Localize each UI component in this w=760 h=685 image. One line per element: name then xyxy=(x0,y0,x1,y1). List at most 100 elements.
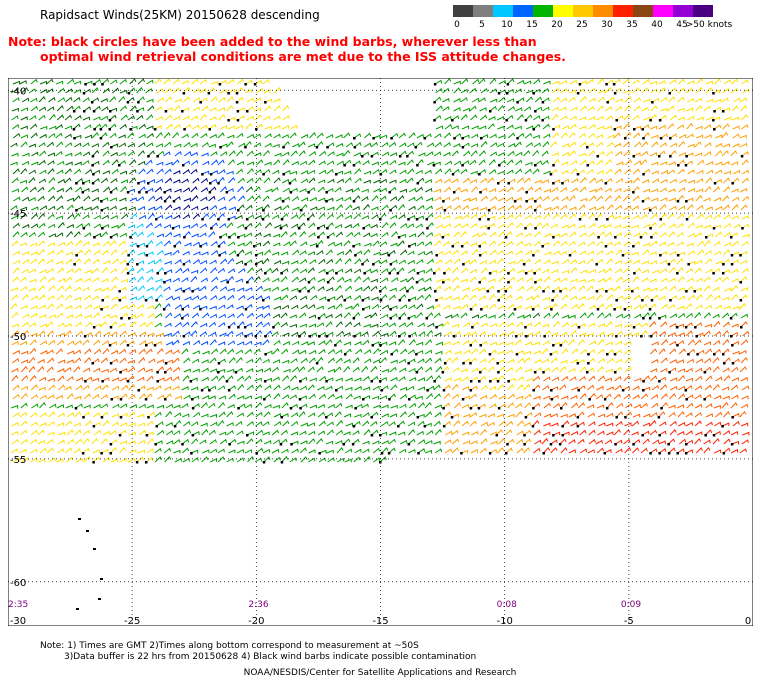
wind-barb xyxy=(146,125,154,130)
quality-flag-dot xyxy=(126,263,130,266)
wind-barb xyxy=(137,439,146,445)
wind-barb xyxy=(686,204,694,211)
wind-barb xyxy=(597,224,606,229)
quality-flag-dot xyxy=(477,407,481,410)
wind-barb xyxy=(597,151,605,157)
wind-barb xyxy=(155,106,163,112)
wind-barb xyxy=(119,295,127,301)
wind-barb xyxy=(704,186,712,193)
longitude-tick-label: -25 xyxy=(124,616,140,626)
wind-barb xyxy=(326,168,334,175)
wind-barb xyxy=(273,242,281,247)
wind-barb xyxy=(298,141,306,148)
wind-barb xyxy=(164,141,172,148)
quality-flag-dot xyxy=(307,191,310,194)
wind-barb xyxy=(580,269,588,274)
wind-barb xyxy=(488,115,496,121)
wind-barb xyxy=(85,321,93,328)
wind-barb xyxy=(660,393,668,400)
quality-flag-dot xyxy=(110,146,113,149)
wind-barb xyxy=(199,439,207,445)
wind-barb xyxy=(355,286,363,292)
wind-barb xyxy=(73,96,81,103)
quality-flag-dot xyxy=(558,443,562,446)
quality-flag-dot xyxy=(513,200,517,203)
wind-barb xyxy=(722,107,731,112)
wind-barb xyxy=(146,276,154,283)
wind-barb xyxy=(326,258,334,265)
wind-barb xyxy=(517,132,525,139)
wind-barb xyxy=(92,258,100,265)
wind-barb xyxy=(381,385,389,391)
wind-barb xyxy=(274,224,282,229)
wind-barb xyxy=(634,304,642,310)
wind-barb xyxy=(596,250,604,256)
wind-barb xyxy=(703,330,711,337)
colorbar-swatch xyxy=(513,5,533,17)
wind-barb xyxy=(146,240,154,247)
wind-barb xyxy=(605,250,614,256)
wind-barb xyxy=(669,285,677,292)
wind-barb xyxy=(201,152,209,157)
wind-barb xyxy=(273,98,281,103)
wind-barb xyxy=(715,134,723,139)
wind-barb xyxy=(606,258,614,265)
wind-barb xyxy=(173,430,181,436)
quality-flag-dot xyxy=(335,389,338,392)
wind-barb xyxy=(120,179,129,184)
wind-barb xyxy=(605,115,614,121)
wind-barb xyxy=(371,303,380,310)
wind-barb xyxy=(218,295,226,301)
wind-barb xyxy=(507,105,516,112)
wind-barb xyxy=(236,78,245,85)
header-title: Rapidsact Winds(25KM) 20150628 descendin… xyxy=(40,8,320,22)
quality-flag-dot xyxy=(109,452,113,455)
wind-barb xyxy=(93,404,101,409)
quality-flag-dot xyxy=(632,326,636,329)
wind-barb xyxy=(10,215,19,220)
wind-barb xyxy=(407,142,415,148)
wind-barb xyxy=(569,295,578,301)
wind-barb xyxy=(624,305,632,310)
wind-barb xyxy=(20,213,28,220)
wind-barb xyxy=(183,204,191,211)
wind-barb xyxy=(256,305,264,310)
wind-barb xyxy=(82,367,91,373)
wind-barb xyxy=(73,448,81,454)
quality-flag-dot xyxy=(578,218,582,221)
wind-barb xyxy=(336,447,344,454)
wind-barb xyxy=(82,241,90,247)
wind-barb xyxy=(741,385,750,391)
wind-barb xyxy=(498,276,506,283)
wind-barb xyxy=(490,440,498,445)
wind-barb xyxy=(110,331,118,337)
wind-barb xyxy=(444,448,453,454)
wind-barb xyxy=(220,232,228,238)
wind-barb xyxy=(343,332,351,337)
wind-barb xyxy=(219,79,227,85)
wind-barb xyxy=(172,277,180,283)
wind-barb xyxy=(523,106,532,112)
wind-barb xyxy=(571,178,579,184)
wind-barb xyxy=(651,197,659,202)
quality-flag-dot xyxy=(225,380,229,383)
wind-barb xyxy=(390,376,398,382)
wind-barb xyxy=(163,224,172,229)
wind-barb xyxy=(380,168,388,175)
wind-barb xyxy=(685,430,693,436)
wind-barb xyxy=(453,223,462,229)
quality-flag-dot xyxy=(541,101,545,104)
wind-barb xyxy=(498,159,507,166)
wind-barb xyxy=(155,205,163,211)
wind-barb xyxy=(67,340,75,346)
wind-barb xyxy=(119,458,128,463)
wind-barb xyxy=(192,88,201,94)
wind-barb xyxy=(193,411,201,418)
wind-barb xyxy=(83,277,92,283)
wind-barb xyxy=(308,285,316,292)
wind-barb xyxy=(515,151,523,157)
wind-barb xyxy=(292,206,300,211)
quality-flag-dot xyxy=(606,353,609,356)
quality-flag-dot xyxy=(129,128,132,131)
quality-flag-dot xyxy=(99,128,103,131)
